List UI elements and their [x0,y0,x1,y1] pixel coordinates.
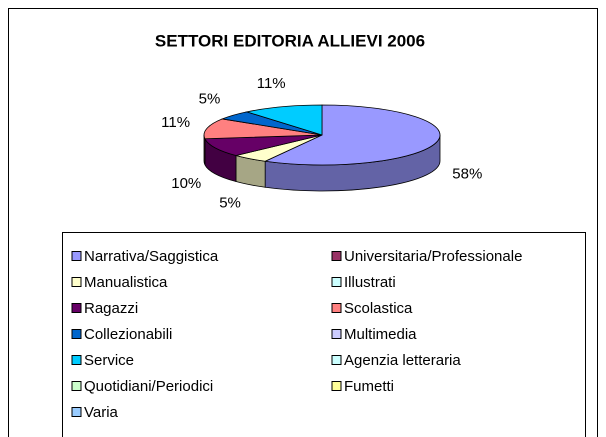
data-label: 5% [199,90,221,107]
legend-label: Ragazzi [84,300,138,317]
legend-swatch [331,381,342,391]
legend-swatch [71,251,82,261]
data-label: 58% [452,165,482,182]
legend-label: Manualistica [84,274,168,291]
data-label: 5% [219,195,241,212]
legend-swatch [331,251,342,261]
legend-label: Illustrati [344,274,396,291]
legend-label: Service [84,352,134,369]
legend-label: Fumetti [344,378,394,395]
legend-swatch [71,303,82,313]
legend-swatch [71,355,82,365]
legend-label: Scolastica [344,300,413,317]
legend-label: Multimedia [344,326,417,343]
legend-label: Quotidiani/Periodici [84,378,213,395]
legend-swatch [71,381,82,391]
legend-swatch [331,355,342,365]
legend-label: Narrativa/Saggistica [84,248,219,265]
data-label: 11% [161,114,190,131]
legend-swatch [71,329,82,339]
legend-swatch [71,277,82,287]
legend-swatch [71,407,82,417]
legend-swatch [331,277,342,287]
legend-box [62,232,586,437]
legend-swatch [331,329,342,339]
pie-slice [263,104,441,166]
chart-title: SETTORI EDITORIA ALLIEVI 2006 [155,31,425,50]
pie-slice [203,118,323,140]
legend-label: Collezionabili [84,326,172,343]
legend-label: Agenzia letteraria [344,352,461,369]
legend-swatch [331,303,342,313]
data-label: 11% [257,75,286,92]
legend-label: Varia [84,404,119,421]
pie-side [203,134,206,165]
pie-slice [246,104,323,136]
data-label: 10% [171,175,201,192]
legend-label: Universitaria/Professionale [344,248,522,265]
